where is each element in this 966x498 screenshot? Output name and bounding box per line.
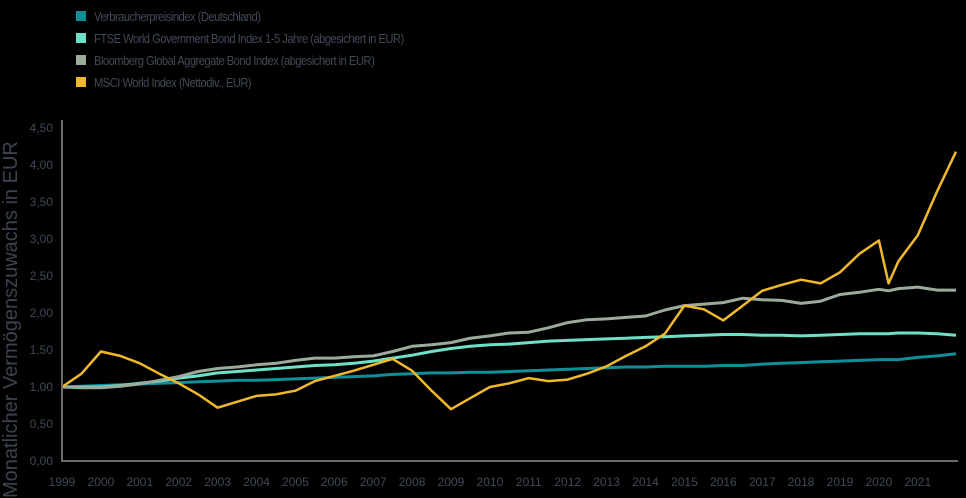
legend-label: Verbraucherpreisindex (Deutschland): [94, 8, 261, 24]
y-tick-label: 4,00: [30, 158, 54, 172]
y-tick-label: 2,00: [30, 306, 54, 320]
x-tick-label: 2008: [399, 475, 426, 489]
x-tick-label: 2009: [438, 475, 465, 489]
x-tick-label: 2019: [827, 475, 854, 489]
series-bloomberg-line: [61, 285, 956, 390]
y-tick-label: 1,00: [30, 380, 54, 394]
x-tick-label: 2021: [904, 475, 931, 489]
legend-swatch-bloomberg: [76, 55, 86, 65]
legend-item-bloomberg: Bloomberg Global Aggregate Bond Index (a…: [76, 49, 454, 71]
y-tick-label: 4,50: [30, 121, 54, 135]
y-axis-ticks: 0,00 0,50 1,00 1,50 2,00 2,50 3,00 3,50 4,00 4,50: [30, 121, 54, 468]
x-tick-label: 2005: [282, 475, 309, 489]
legend-swatch-msci: [76, 77, 86, 87]
x-tick-label: 2014: [632, 475, 659, 489]
x-tick-label: 2006: [321, 475, 348, 489]
y-tick-label: 0,00: [30, 454, 54, 468]
chart-legend: Verbraucherpreisindex (Deutschland) FTSE…: [76, 5, 454, 93]
x-tick-label: 2004: [243, 475, 270, 489]
x-tick-label: 2016: [710, 475, 737, 489]
legend-label: Bloomberg Global Aggregate Bond Index (a…: [94, 52, 375, 68]
x-tick-label: 2017: [749, 475, 776, 489]
legend-swatch-cpi: [76, 11, 86, 21]
y-tick-label: 2,50: [30, 269, 54, 283]
legend-label: FTSE World Government Bond Index 1-5 Jah…: [94, 30, 404, 46]
x-tick-label: 2003: [204, 475, 231, 489]
x-tick-label: 2018: [788, 475, 815, 489]
x-tick-label: 2015: [671, 475, 698, 489]
y-tick-label: 0,50: [30, 417, 54, 431]
series-cpi-line: [61, 352, 957, 389]
legend-label: MSCI World Index (Nettodiv., EUR): [94, 74, 252, 90]
legend-item-ftse: FTSE World Government Bond Index 1-5 Jah…: [76, 27, 454, 49]
series-ftse-line: [62, 331, 957, 389]
x-tick-label: 2012: [554, 475, 581, 489]
x-tick-label: 2002: [165, 475, 192, 489]
x-axis-ticks: 1999 2000 2001 2002 2003 2004 2005 2006 2007 2008…: [49, 475, 932, 489]
y-tick-label: 3,50: [30, 195, 54, 209]
y-tick-label: 1,50: [30, 343, 54, 357]
x-tick-label: 1999: [49, 475, 76, 489]
x-tick-label: 2013: [593, 475, 620, 489]
series-msci-line: [61, 151, 958, 411]
chart-series: [61, 151, 958, 411]
y-tick-label: 3,00: [30, 232, 54, 246]
x-tick-label: 2020: [866, 475, 893, 489]
x-tick-label: 2007: [360, 475, 387, 489]
x-tick-label: 2000: [88, 475, 115, 489]
legend-item-msci: MSCI World Index (Nettodiv., EUR): [76, 71, 454, 93]
legend-swatch-ftse: [76, 33, 86, 43]
x-tick-label: 2011: [516, 475, 542, 489]
x-tick-label: 2010: [477, 475, 504, 489]
x-tick-label: 2001: [126, 475, 153, 489]
legend-item-cpi: Verbraucherpreisindex (Deutschland): [76, 5, 454, 27]
